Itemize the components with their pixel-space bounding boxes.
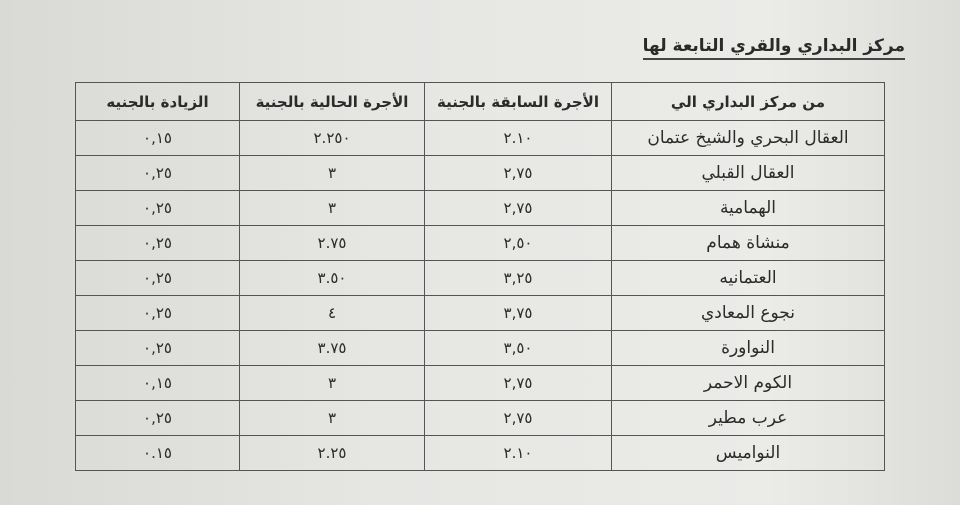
table-row: العتمانيه ٣,٢٥ ٣.٥٠ ٠,٢٥: [75, 260, 885, 296]
increase-cell: ٠,٢٥: [75, 225, 240, 261]
previous-fare-cell: ٢,٧٥: [424, 155, 612, 191]
table-row: الهمامية ٢,٧٥ ٣ ٠,٢٥: [75, 190, 885, 226]
previous-fare-cell: ٣,٧٥: [424, 295, 612, 331]
section-title: مركز البداري والقري التابعة لها: [642, 36, 905, 60]
header-increase: الزيادة بالجنيه: [75, 82, 240, 121]
destination-cell: النواميس: [611, 435, 885, 471]
fare-table: من مركز البداري الي الأجرة السابقة بالجن…: [75, 82, 885, 471]
destination-cell: العقال البحري والشيخ عتمان: [611, 120, 885, 156]
previous-fare-cell: ٢,٧٥: [424, 400, 612, 436]
table-row: العقال القبلي ٢,٧٥ ٣ ٠,٢٥: [75, 155, 885, 191]
destination-cell: العقال القبلي: [611, 155, 885, 191]
increase-cell: ٠.١٥: [75, 435, 240, 471]
destination-cell: منشاة همام: [611, 225, 885, 261]
current-fare-cell: ٣: [239, 365, 425, 401]
previous-fare-cell: ٢.١٠: [424, 120, 612, 156]
previous-fare-cell: ٢.١٠: [424, 435, 612, 471]
table-row: الكوم الاحمر ٢,٧٥ ٣ ٠,١٥: [75, 365, 885, 401]
previous-fare-cell: ٢,٧٥: [424, 190, 612, 226]
increase-cell: ٠,١٥: [75, 120, 240, 156]
destination-cell: نجوع المعادي: [611, 295, 885, 331]
current-fare-cell: ٢.٢٥٠: [239, 120, 425, 156]
current-fare-cell: ٣.٥٠: [239, 260, 425, 296]
current-fare-cell: ٣.٧٥: [239, 330, 425, 366]
previous-fare-cell: ٣,٥٠: [424, 330, 612, 366]
current-fare-cell: ٣: [239, 155, 425, 191]
current-fare-cell: ٤: [239, 295, 425, 331]
previous-fare-cell: ٢,٥٠: [424, 225, 612, 261]
current-fare-cell: ٣: [239, 400, 425, 436]
destination-cell: الكوم الاحمر: [611, 365, 885, 401]
increase-cell: ٠,١٥: [75, 365, 240, 401]
destination-cell: العتمانيه: [611, 260, 885, 296]
table-row: النواميس ٢.١٠ ٢.٢٥ ٠.١٥: [75, 435, 885, 471]
table-row: نجوع المعادي ٣,٧٥ ٤ ٠,٢٥: [75, 295, 885, 331]
header-destination: من مركز البداري الي: [611, 82, 885, 121]
header-current-fare: الأجرة الحالية بالجنية: [239, 82, 425, 121]
current-fare-cell: ٢.٧٥: [239, 225, 425, 261]
increase-cell: ٠,٢٥: [75, 330, 240, 366]
destination-cell: الهمامية: [611, 190, 885, 226]
increase-cell: ٠,٢٥: [75, 155, 240, 191]
increase-cell: ٠,٢٥: [75, 295, 240, 331]
increase-cell: ٠,٢٥: [75, 400, 240, 436]
previous-fare-cell: ٣,٢٥: [424, 260, 612, 296]
destination-cell: النواورة: [611, 330, 885, 366]
current-fare-cell: ٣: [239, 190, 425, 226]
previous-fare-cell: ٢,٧٥: [424, 365, 612, 401]
header-row: من مركز البداري الي الأجرة السابقة بالجن…: [75, 82, 885, 121]
increase-cell: ٠,٢٥: [75, 260, 240, 296]
table-row: النواورة ٣,٥٠ ٣.٧٥ ٠,٢٥: [75, 330, 885, 366]
table-row: العقال البحري والشيخ عتمان ٢.١٠ ٢.٢٥٠ ٠,١٥: [75, 120, 885, 156]
destination-cell: عرب مطير: [611, 400, 885, 436]
increase-cell: ٠,٢٥: [75, 190, 240, 226]
table-row: عرب مطير ٢,٧٥ ٣ ٠,٢٥: [75, 400, 885, 436]
table-row: منشاة همام ٢,٥٠ ٢.٧٥ ٠,٢٥: [75, 225, 885, 261]
header-previous-fare: الأجرة السابقة بالجنية: [424, 82, 612, 121]
current-fare-cell: ٢.٢٥: [239, 435, 425, 471]
